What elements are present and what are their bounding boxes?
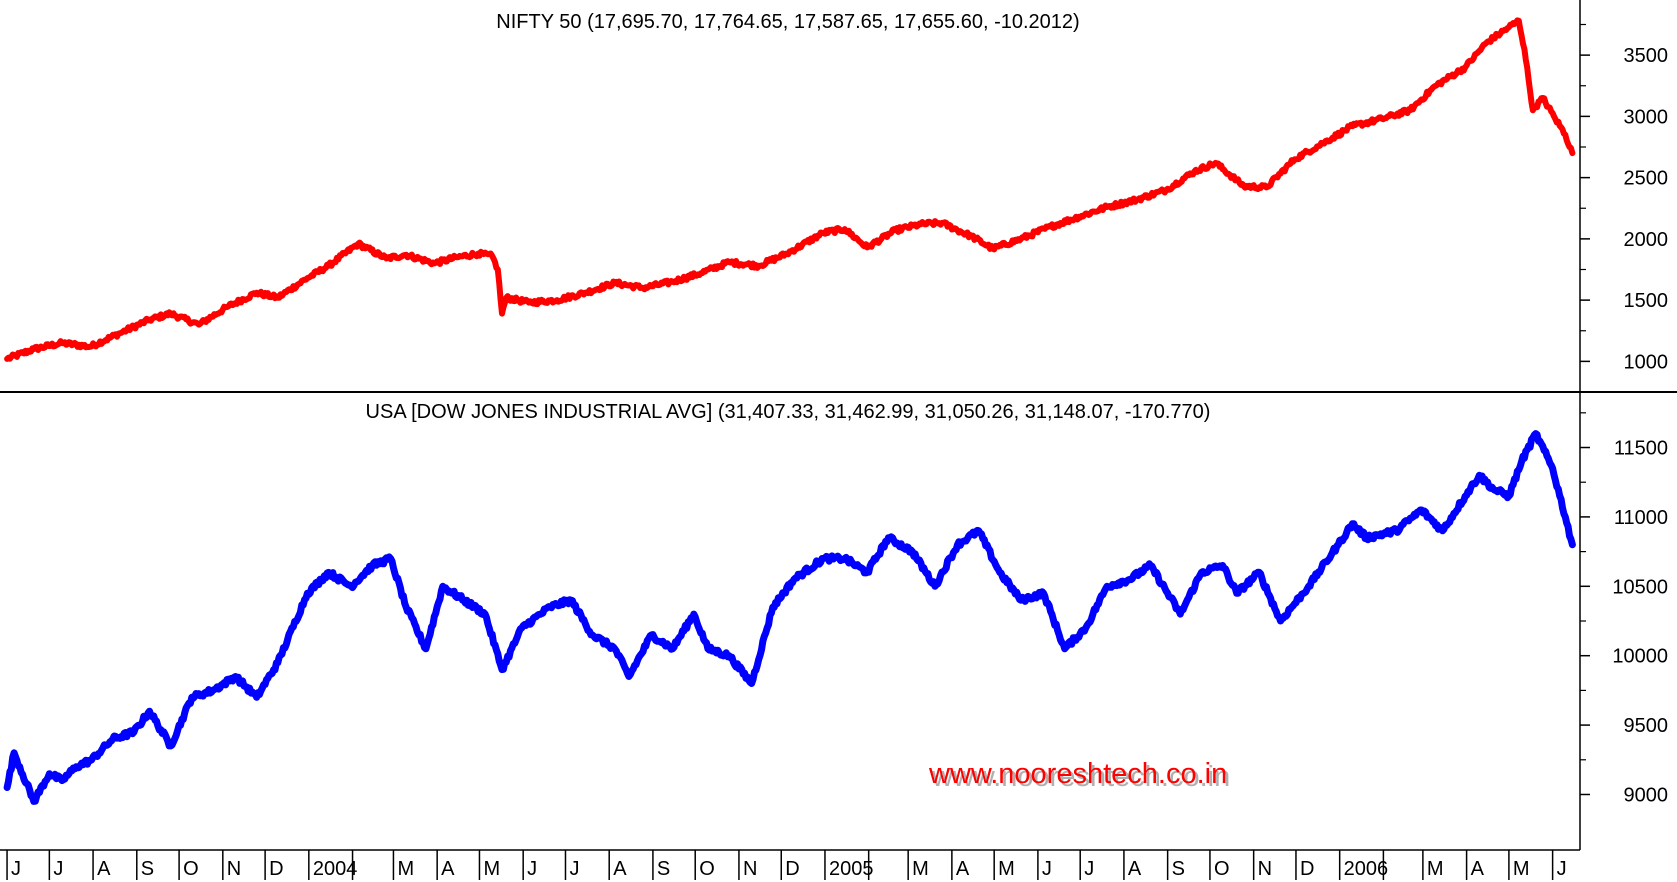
y-tick-label: 1000	[1624, 351, 1669, 373]
x-tick-label: J	[569, 858, 579, 880]
y-tick-label: 9500	[1624, 715, 1669, 737]
x-tick-label: J	[1084, 858, 1094, 880]
y-tick-label: 10500	[1612, 576, 1668, 598]
y-tick-label: 2000	[1624, 229, 1669, 251]
x-tick-label: J	[527, 858, 537, 880]
y-tick-label: 10000	[1612, 646, 1668, 668]
nifty-panel: NIFTY 50 (17,695.70, 17,764.65, 17,587.6…	[4, 11, 1669, 373]
x-tick-label: O	[1214, 858, 1230, 880]
x-tick-label: N	[227, 858, 241, 880]
x-tick-label: J	[53, 858, 63, 880]
dow-series-line	[3, 430, 1576, 805]
y-tick-label: 2500	[1624, 168, 1669, 190]
x-tick-label: J	[1042, 858, 1052, 880]
y-tick-label: 3000	[1624, 106, 1669, 128]
x-tick-label: A	[97, 858, 111, 880]
x-tick-label: A	[1128, 858, 1142, 880]
x-tick-label: J	[11, 858, 21, 880]
x-tick-label: D	[785, 858, 799, 880]
x-tick-label: 2004	[313, 858, 358, 880]
nifty-title: NIFTY 50 (17,695.70, 17,764.65, 17,587.6…	[496, 11, 1079, 33]
x-tick-label: M	[397, 858, 414, 880]
dow-y-axis-ticks: 9000 9500 10000 10500 11000 11500	[1580, 412, 1669, 806]
x-tick-label: A	[1471, 858, 1485, 880]
dow-title: USA [DOW JONES INDUSTRIAL AVG] (31,407.3…	[366, 401, 1211, 423]
y-tick-label: 11000	[1614, 507, 1668, 529]
x-tick-label: D	[1300, 858, 1314, 880]
y-tick-label: 1500	[1624, 290, 1669, 312]
x-tick-label: A	[956, 858, 970, 880]
x-tick-label: J	[1557, 858, 1567, 880]
x-tick-label: M	[998, 858, 1015, 880]
x-tick-label: M	[483, 858, 500, 880]
x-tick-label: S	[657, 858, 670, 880]
x-tick-label: D	[269, 858, 283, 880]
x-axis-ticks: J J A S O N D 2004 M A M J J A S O N D 2005 M A M J J A S O N D 2006 M…	[6, 850, 1567, 880]
y-tick-label: 9000	[1624, 784, 1669, 806]
x-tick-label: S	[141, 858, 154, 880]
x-tick-label: M	[912, 858, 929, 880]
x-tick-label: 2006	[1344, 858, 1389, 880]
watermark: www.nooreshtech.co.in www.nooreshtech.co…	[928, 758, 1230, 793]
x-tick-label: A	[613, 858, 627, 880]
x-tick-label: O	[699, 858, 715, 880]
x-tick-label: O	[183, 858, 199, 880]
watermark-text: www.nooreshtech.co.in	[928, 758, 1227, 790]
x-tick-label: N	[1258, 858, 1272, 880]
x-tick-label: M	[1513, 858, 1530, 880]
nifty-y-axis-ticks: 1000 1500 2000 2500 3000 3500	[1580, 23, 1669, 373]
watermark-shadow: www.nooreshtech.co.in	[931, 761, 1230, 793]
x-tick-label: N	[743, 858, 757, 880]
y-tick-label: 11500	[1614, 438, 1668, 460]
x-tick-label: A	[441, 858, 455, 880]
x-tick-label: 2005	[829, 858, 874, 880]
nifty-series-line	[4, 17, 1576, 362]
y-tick-label: 3500	[1624, 45, 1669, 67]
dow-panel: USA [DOW JONES INDUSTRIAL AVG] (31,407.3…	[3, 401, 1669, 806]
x-tick-label: M	[1427, 858, 1444, 880]
x-tick-label: S	[1172, 858, 1185, 880]
